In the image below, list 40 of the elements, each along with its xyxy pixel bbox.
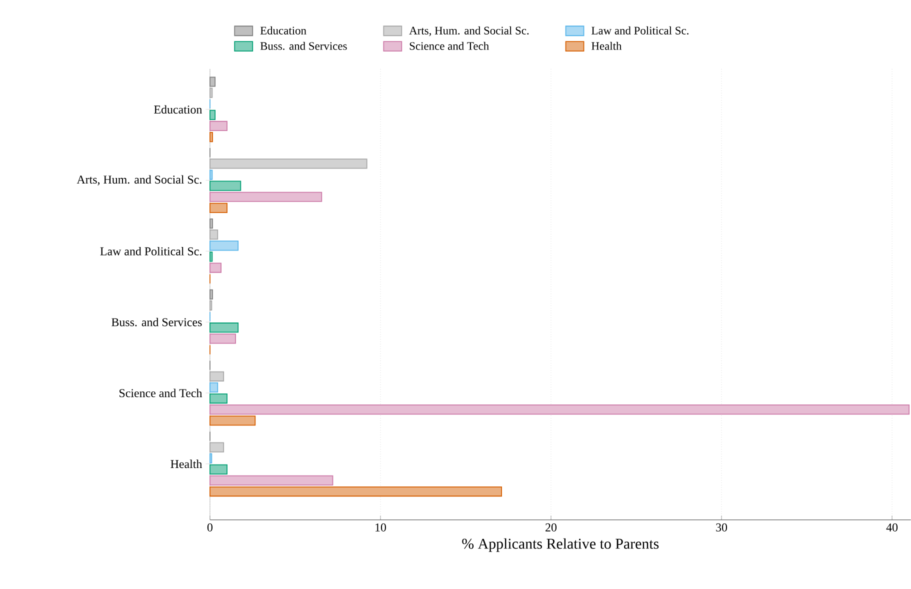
bar (210, 464, 228, 475)
legend-label: Health (592, 42, 622, 50)
bar (210, 475, 334, 486)
legend-label: Buss. and Services (260, 42, 347, 50)
x-tick-label: 40 (886, 523, 898, 532)
y-tick-label: Education (154, 105, 202, 114)
bar (210, 404, 910, 415)
bar (210, 334, 236, 344)
legend-label: Law and Political Sc. (592, 26, 688, 35)
bar (210, 202, 228, 214)
x-tick-label: 10 (376, 523, 386, 532)
bar (210, 322, 239, 333)
bar (210, 218, 213, 229)
bar (210, 252, 213, 262)
x-tick-label: 30 (716, 523, 728, 532)
bar (210, 120, 228, 132)
bar (210, 486, 502, 497)
bar (210, 110, 216, 120)
bar (210, 289, 213, 300)
y-tick-label: Law and Political Sc. (100, 247, 202, 256)
bar (210, 180, 242, 191)
bar (210, 382, 218, 393)
y-tick-label: Arts, Hum. and Social Sc. (76, 175, 202, 186)
bar (210, 170, 213, 180)
legend-label: Education (260, 26, 306, 35)
bar (210, 76, 216, 87)
bar (210, 262, 222, 273)
x-tick-label: 20 (546, 523, 557, 532)
bar (210, 394, 228, 404)
bar (210, 192, 322, 202)
legend-label: Arts, Hum. and Social Sc. (409, 26, 529, 36)
bar (210, 132, 213, 142)
y-tick-label: Health (170, 460, 202, 468)
bar (210, 416, 256, 426)
x-tick-label: 0 (207, 523, 212, 532)
y-tick-label: Science and Tech (120, 388, 202, 398)
bar (210, 240, 239, 251)
x-axis-title: % Applicants Relative to Parents (462, 538, 659, 552)
y-tick-label: Buss. and Services (112, 318, 202, 326)
legend-label: Science and Tech (410, 42, 489, 50)
